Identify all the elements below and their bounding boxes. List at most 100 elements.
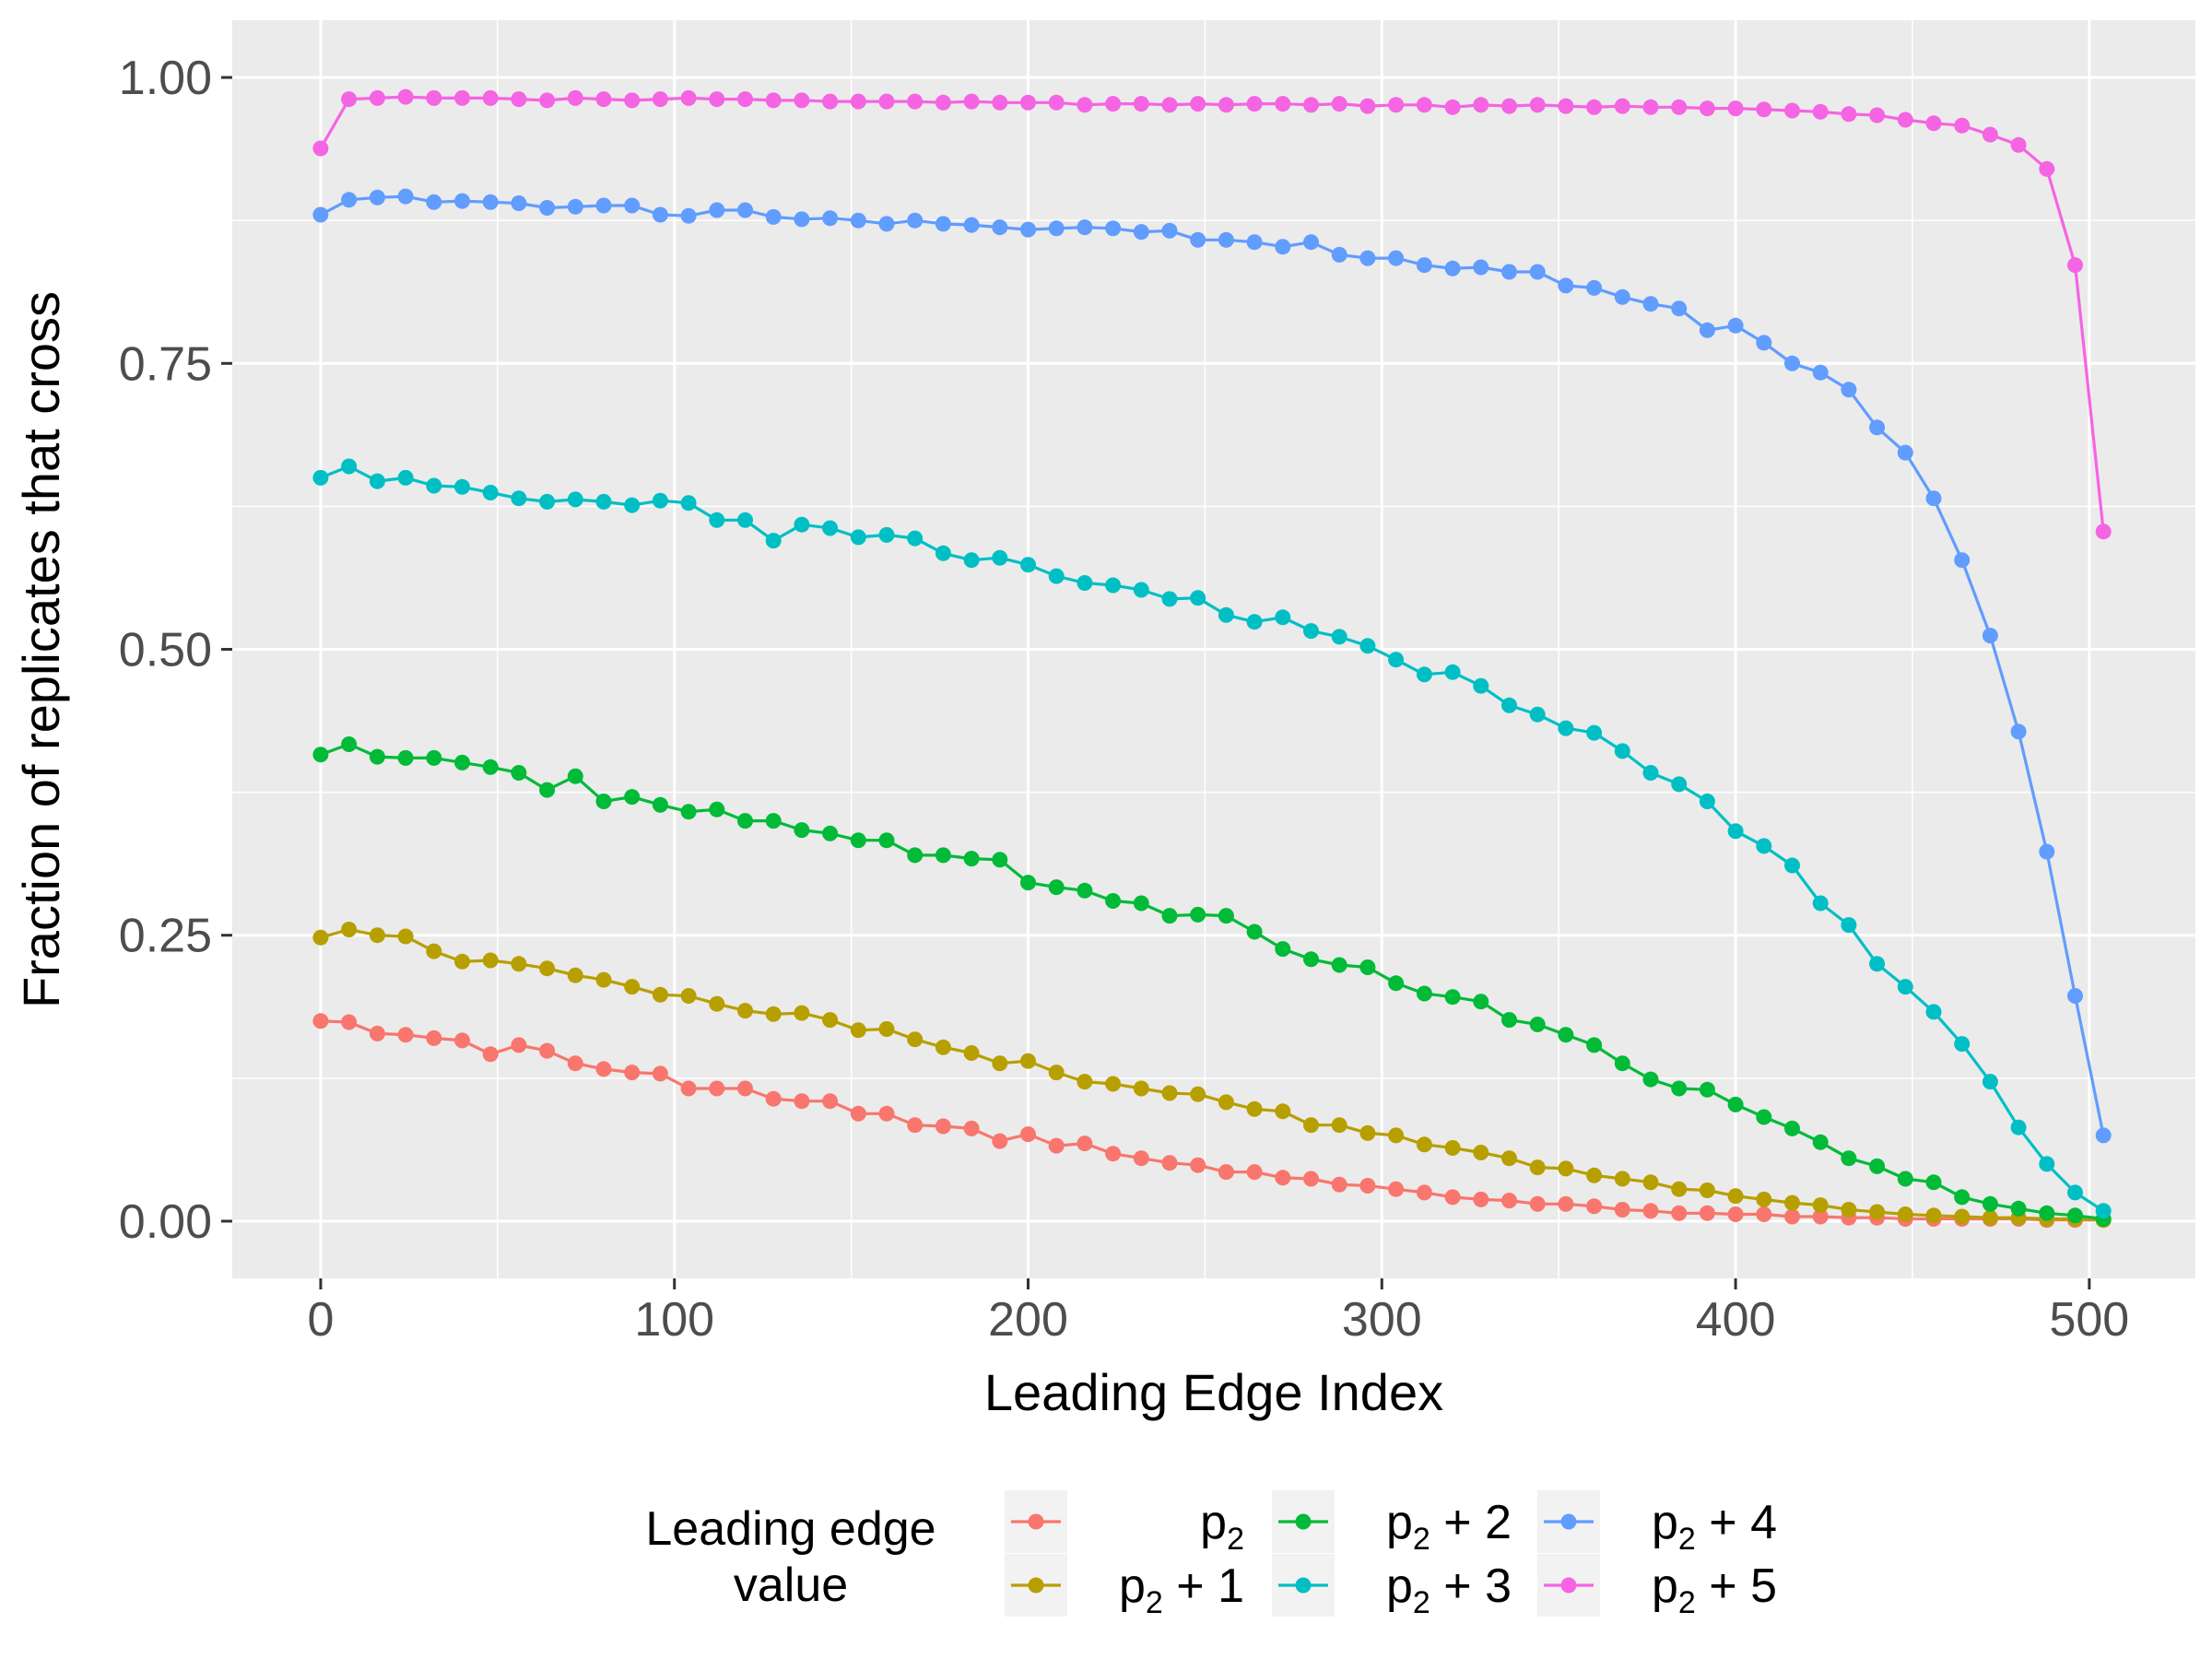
y-tick-label: 0.00 [119,1195,212,1249]
data-point [907,1117,924,1134]
data-point [737,91,753,108]
data-point [1671,1181,1688,1197]
data-point [1529,1159,1546,1176]
data-point [312,206,329,223]
data-point [1077,97,1093,113]
data-point [794,211,810,228]
data-point [624,92,641,109]
data-point [992,1055,1008,1072]
data-point [1841,382,1857,398]
data-point [1699,794,1715,809]
data-point [539,1042,556,1059]
data-point [426,1030,442,1046]
data-point [595,1061,612,1077]
data-point [1756,838,1772,854]
data-point [737,1080,753,1097]
data-point [1246,1100,1263,1117]
data-point [1812,1208,1829,1225]
data-point [1841,1150,1857,1167]
legend-label: p2 [1200,1496,1244,1557]
data-point [1982,1195,1998,1212]
data-point [369,927,385,944]
data-point [1303,234,1319,251]
y-axis-title: Fraction of replicates that cross [12,291,70,1008]
data-point [1699,1205,1715,1221]
series-3 [312,736,2112,1227]
data-point [1048,94,1065,111]
data-point [1954,1036,1971,1053]
data-point [822,520,839,536]
data-point [369,189,385,206]
series-line [320,742,2104,1221]
data-point [1246,924,1263,940]
data-point [1954,1208,1971,1225]
data-point [397,469,414,486]
data-point [1303,1117,1319,1134]
data-point [1020,94,1036,111]
data-point [595,91,612,108]
data-point [1133,895,1149,912]
series-2 [312,922,2112,1229]
data-point [539,782,556,798]
data-point [1558,98,1574,114]
data-point [1756,1191,1772,1207]
data-point [1925,115,1942,132]
data-point [1246,234,1263,251]
data-point [1161,222,1178,239]
data-point [765,813,782,830]
data-point [1048,1137,1065,1154]
data-point [369,748,385,765]
data-point [1784,355,1800,371]
data-point [935,545,951,561]
series-line [320,927,2104,1222]
legend-label: p2 + 1 [1119,1559,1244,1620]
data-point [963,1120,980,1136]
data-point [1727,1188,1744,1205]
data-point [1416,1184,1432,1201]
data-point [397,1027,414,1043]
data-point [1642,99,1659,115]
legend-key-point [1560,1577,1577,1594]
data-point [1331,246,1347,263]
data-point [1784,1208,1800,1225]
data-point [680,89,697,106]
data-point [1529,264,1546,280]
data-point [595,794,612,809]
data-point [511,1037,527,1053]
data-point [1671,99,1688,115]
data-point [1869,107,1886,124]
legend-item: p2 + 4 [1537,1490,1777,1557]
data-point [1388,250,1405,266]
data-point [1133,224,1149,241]
data-point [652,1065,668,1082]
data-point [567,89,583,106]
data-point [341,736,358,752]
data-point [1925,490,1942,507]
legend-item: p2 + 1 [1005,1554,1244,1620]
data-point [1275,96,1291,112]
data-point [1501,98,1517,114]
data-point [454,193,470,209]
data-point [1388,652,1405,668]
data-point [1756,335,1772,351]
data-point [1897,1171,1913,1187]
legend-key-point [1028,1577,1044,1594]
data-point [907,530,924,547]
data-point [878,832,895,849]
data-point [1218,231,1234,248]
data-point [1275,1170,1291,1186]
data-point [1105,220,1122,237]
data-point [1416,1136,1432,1153]
x-axis: 0 100 200 300 400 500 [307,1278,2129,1347]
data-point [1671,300,1688,317]
data-point [1614,288,1630,305]
data-point [595,197,612,214]
data-point [1105,96,1122,112]
data-point [709,202,725,218]
data-point [709,995,725,1012]
data-point [680,804,697,820]
data-point [397,928,414,945]
data-point [539,92,556,109]
data-point [680,495,697,512]
